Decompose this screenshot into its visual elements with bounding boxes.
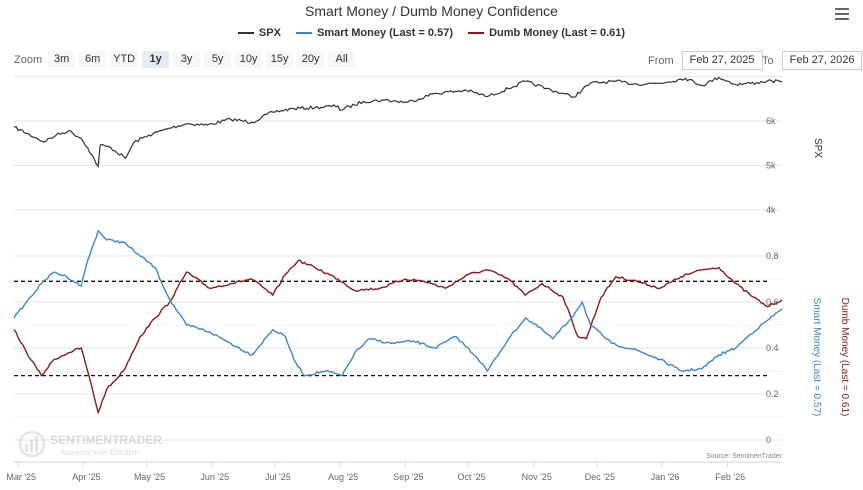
spx-tick-label: 6k [766,116,776,126]
legend: SPX Smart Money (Last = 0.57) Dumb Money… [0,25,863,39]
smart-money-axis-title: Smart Money (Last = 0.57) [811,298,822,417]
x-tick-label: Mar '25 [6,472,36,482]
series-line-smart-money [13,229,783,377]
legend-swatch-dumb-money [468,32,485,34]
x-ticks: Mar '25 Apr '25 May '25 Jun '25 Jul '25 Aug '… [6,461,782,482]
spx-tick-label: 4k [766,205,776,215]
zoom-button-20y[interactable]: 20y [297,51,325,68]
zoom-button-3m[interactable]: 3m [48,51,76,68]
x-tick-label: Dec '25 [585,472,615,482]
zoom-button-10y[interactable]: 10y [235,51,263,68]
confidence-tick-label: 0.2 [766,389,779,399]
series-line-spx [13,76,783,168]
zoom-button-6m[interactable]: 6m [79,51,107,68]
y-ticks: 4k 5k 6k 0 0.2 0.4 0.6 0.8 [766,116,779,445]
watermark-name: SENTIMENTRADER [50,433,162,447]
zoom-button-1y[interactable]: 1y [142,51,170,68]
x-tick-label: Jan '26 [651,472,680,482]
zoom-button-15y[interactable]: 15y [266,51,294,68]
watermark-logo-icon [18,430,46,458]
x-tick-label: Sep '25 [393,472,423,482]
x-tick-label: Jul '25 [265,472,291,482]
range-from: From Feb 27, 2025 [648,51,763,70]
watermark-tagline: Analysis over Emotion [60,448,139,457]
x-tick-label: Nov '25 [522,472,552,482]
legend-label-spx: SPX [258,27,281,39]
watermark: SENTIMENTRADER Analysis over Emotion [18,430,162,458]
range-to-label: To [762,54,774,67]
threshold-lines [14,280,768,377]
zoom-bar: Zoom 3m 6m YTD 1y 3y 5y 10y 15y 20y All [14,51,359,68]
zoom-label: Zoom [14,53,43,66]
range-to-input[interactable]: Feb 27, 2026 [781,51,863,70]
confidence-tick-label: 0.4 [766,343,779,353]
zoom-button-5y[interactable]: 5y [204,51,232,68]
legend-swatch-spx [237,32,254,34]
confidence-tick-label: 0.6 [766,297,779,307]
x-tick-label: Oct '25 [457,472,485,482]
legend-label-smart-money: Smart Money (Last = 0.57) [316,27,454,39]
x-tick-label: Feb '26 [715,472,745,482]
source-credit: Source: SentimenTrader [706,453,783,460]
confidence-tick-label: 0.8 [766,251,779,261]
series-lines [13,76,783,415]
x-tick-label: Apr '25 [72,472,100,482]
legend-swatch-smart-money [295,32,312,34]
x-tick-label: Aug '25 [328,472,358,482]
zoom-button-3y[interactable]: 3y [173,51,201,68]
legend-item-spx[interactable]: SPX [237,27,281,39]
chart-title: Smart Money / Dumb Money Confidence [305,3,558,19]
legend-label-dumb-money: Dumb Money (Last = 0.61) [489,27,626,39]
x-tick-label: Jun '25 [200,472,229,482]
spx-axis-title: SPX [812,138,823,158]
range-from-label: From [648,54,674,67]
range-from-input[interactable]: Feb 27, 2025 [681,51,763,70]
zoom-button-ytd[interactable]: YTD [110,51,139,68]
series-line-dumb-money [13,259,783,415]
grid [14,76,782,441]
legend-item-smart-money[interactable]: Smart Money (Last = 0.57) [295,27,454,39]
menu-icon[interactable] [835,8,849,20]
legend-item-dumb-money[interactable]: Dumb Money (Last = 0.61) [468,27,625,39]
dumb-money-axis-title: Dumb Money (Last = 0.61) [839,298,850,417]
confidence-tick-label: 0 [766,435,771,445]
range-to: To Feb 27, 2026 [762,51,863,70]
zoom-button-all[interactable]: All [328,51,356,68]
x-tick-label: May '25 [134,472,165,482]
spx-tick-label: 5k [766,161,776,171]
